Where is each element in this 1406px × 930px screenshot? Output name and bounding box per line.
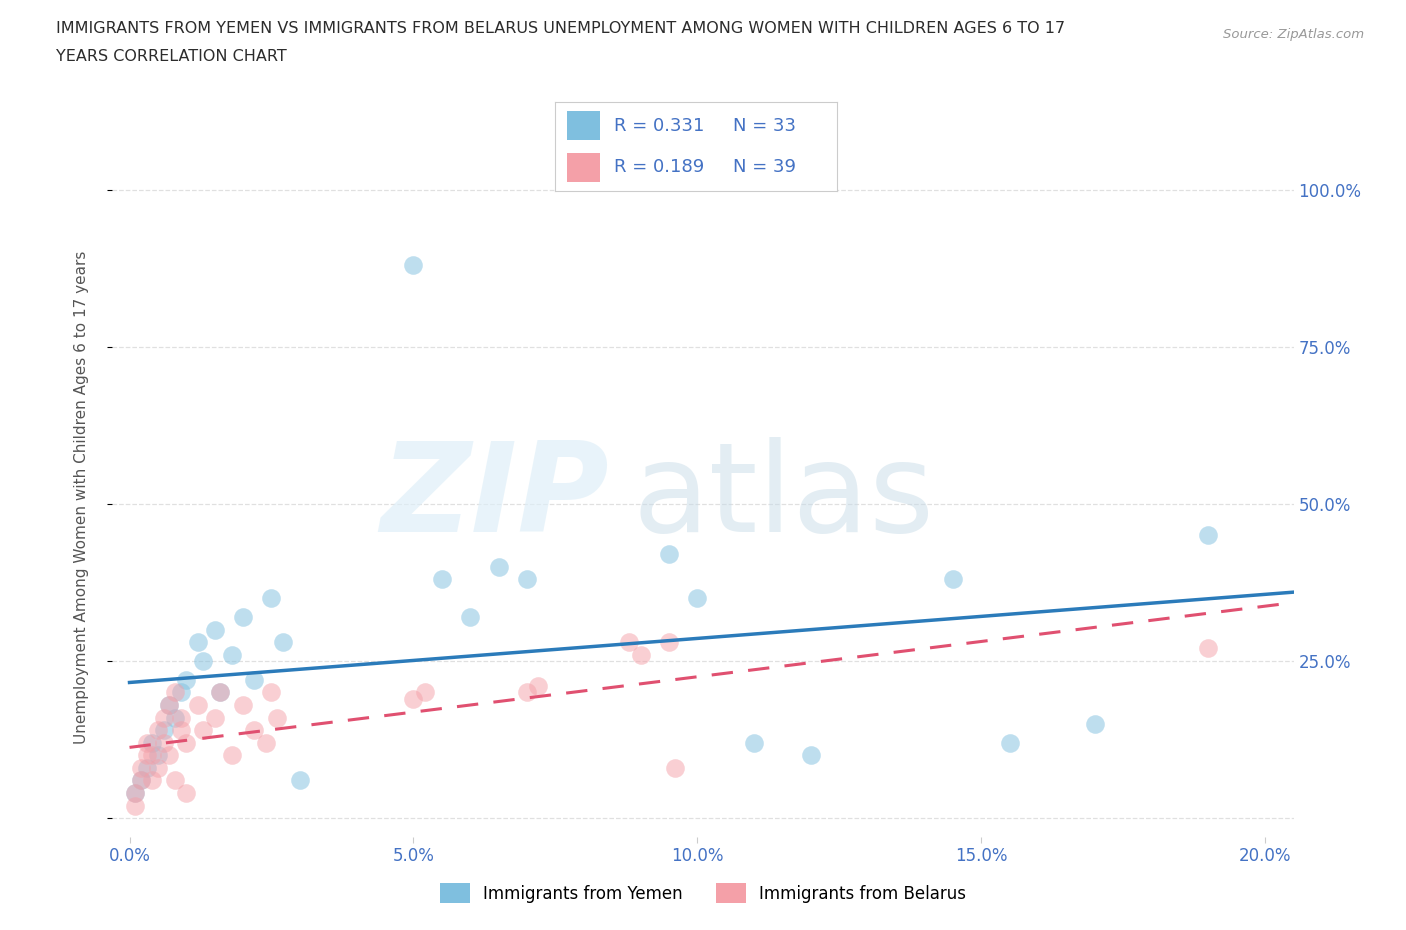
Point	[516, 572, 538, 587]
Point	[1084, 716, 1107, 731]
Point	[942, 572, 965, 587]
Point	[169, 711, 191, 725]
Legend: Immigrants from Yemen, Immigrants from Belarus: Immigrants from Yemen, Immigrants from B…	[440, 883, 966, 903]
Text: Source: ZipAtlas.com: Source: ZipAtlas.com	[1223, 28, 1364, 41]
Point	[221, 748, 243, 763]
Point	[204, 622, 226, 637]
Point	[174, 736, 197, 751]
Point	[664, 761, 686, 776]
Point	[458, 609, 481, 624]
Point	[124, 798, 146, 813]
Point	[129, 761, 152, 776]
Point	[243, 723, 266, 737]
Point	[146, 761, 169, 776]
Point	[141, 748, 163, 763]
Point	[243, 672, 266, 687]
Point	[800, 748, 823, 763]
Bar	[567, 112, 600, 140]
Point	[1197, 641, 1219, 656]
Point	[152, 736, 174, 751]
Point	[619, 634, 641, 649]
Point	[135, 748, 157, 763]
Point	[204, 711, 226, 725]
Point	[266, 711, 288, 725]
Point	[152, 723, 174, 737]
Point	[163, 685, 186, 700]
Point	[146, 723, 169, 737]
Point	[169, 723, 191, 737]
Point	[430, 572, 453, 587]
Point	[413, 685, 436, 700]
Point	[174, 786, 197, 801]
Point	[516, 685, 538, 700]
Point	[174, 672, 197, 687]
Point	[232, 698, 254, 712]
Point	[402, 691, 425, 706]
Text: R = 0.189: R = 0.189	[614, 158, 704, 176]
Point	[1197, 528, 1219, 543]
Text: N = 33: N = 33	[733, 117, 796, 135]
Y-axis label: Unemployment Among Women with Children Ages 6 to 17 years: Unemployment Among Women with Children A…	[75, 251, 89, 744]
Point	[658, 547, 681, 562]
Text: atlas: atlas	[633, 437, 934, 558]
Point	[271, 634, 294, 649]
Point	[998, 736, 1021, 751]
Point	[157, 748, 180, 763]
Bar	[567, 153, 600, 182]
Point	[146, 748, 169, 763]
Point	[124, 786, 146, 801]
Point	[527, 679, 550, 694]
Point	[488, 559, 510, 574]
Point	[254, 736, 277, 751]
Point	[742, 736, 765, 751]
Point	[260, 685, 283, 700]
Point	[135, 736, 157, 751]
Point	[232, 609, 254, 624]
Point	[658, 634, 681, 649]
Text: IMMIGRANTS FROM YEMEN VS IMMIGRANTS FROM BELARUS UNEMPLOYMENT AMONG WOMEN WITH C: IMMIGRANTS FROM YEMEN VS IMMIGRANTS FROM…	[56, 21, 1066, 36]
Text: ZIP: ZIP	[380, 437, 609, 558]
Point	[157, 698, 180, 712]
Point	[209, 685, 232, 700]
Point	[129, 773, 152, 788]
Point	[163, 711, 186, 725]
Point	[630, 647, 652, 662]
Point	[402, 258, 425, 272]
Point	[124, 786, 146, 801]
Point	[135, 761, 157, 776]
Point	[193, 654, 215, 669]
Text: N = 39: N = 39	[733, 158, 796, 176]
Point	[221, 647, 243, 662]
Point	[187, 634, 209, 649]
Text: YEARS CORRELATION CHART: YEARS CORRELATION CHART	[56, 49, 287, 64]
Point	[187, 698, 209, 712]
Point	[193, 723, 215, 737]
Point	[141, 773, 163, 788]
Point	[163, 773, 186, 788]
Point	[260, 591, 283, 605]
Point	[169, 685, 191, 700]
Text: R = 0.331: R = 0.331	[614, 117, 704, 135]
Point	[288, 773, 311, 788]
Point	[152, 711, 174, 725]
Point	[157, 698, 180, 712]
Point	[141, 736, 163, 751]
Point	[209, 685, 232, 700]
Point	[686, 591, 709, 605]
Point	[129, 773, 152, 788]
